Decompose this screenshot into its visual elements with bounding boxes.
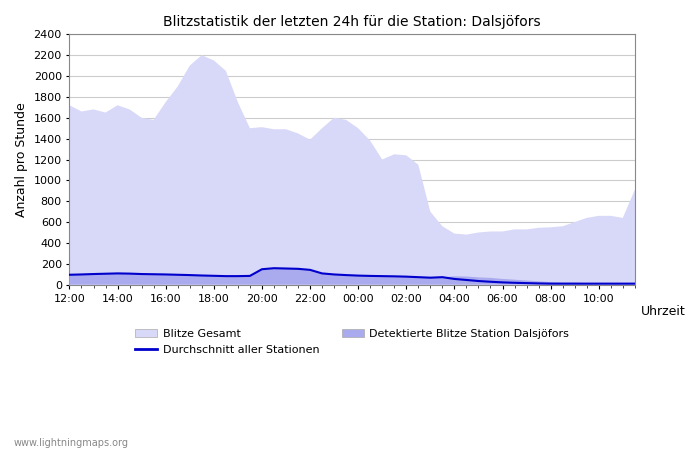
- Text: www.lightningmaps.org: www.lightningmaps.org: [14, 438, 129, 448]
- Y-axis label: Anzahl pro Stunde: Anzahl pro Stunde: [15, 102, 28, 217]
- Text: Uhrzeit: Uhrzeit: [640, 305, 685, 318]
- Title: Blitzstatistik der letzten 24h für die Station: Dalsjöfors: Blitzstatistik der letzten 24h für die S…: [163, 15, 541, 29]
- Legend: Blitze Gesamt, Durchschnitt aller Stationen, Detektierte Blitze Station Dalsjöfo: Blitze Gesamt, Durchschnitt aller Statio…: [131, 325, 574, 359]
